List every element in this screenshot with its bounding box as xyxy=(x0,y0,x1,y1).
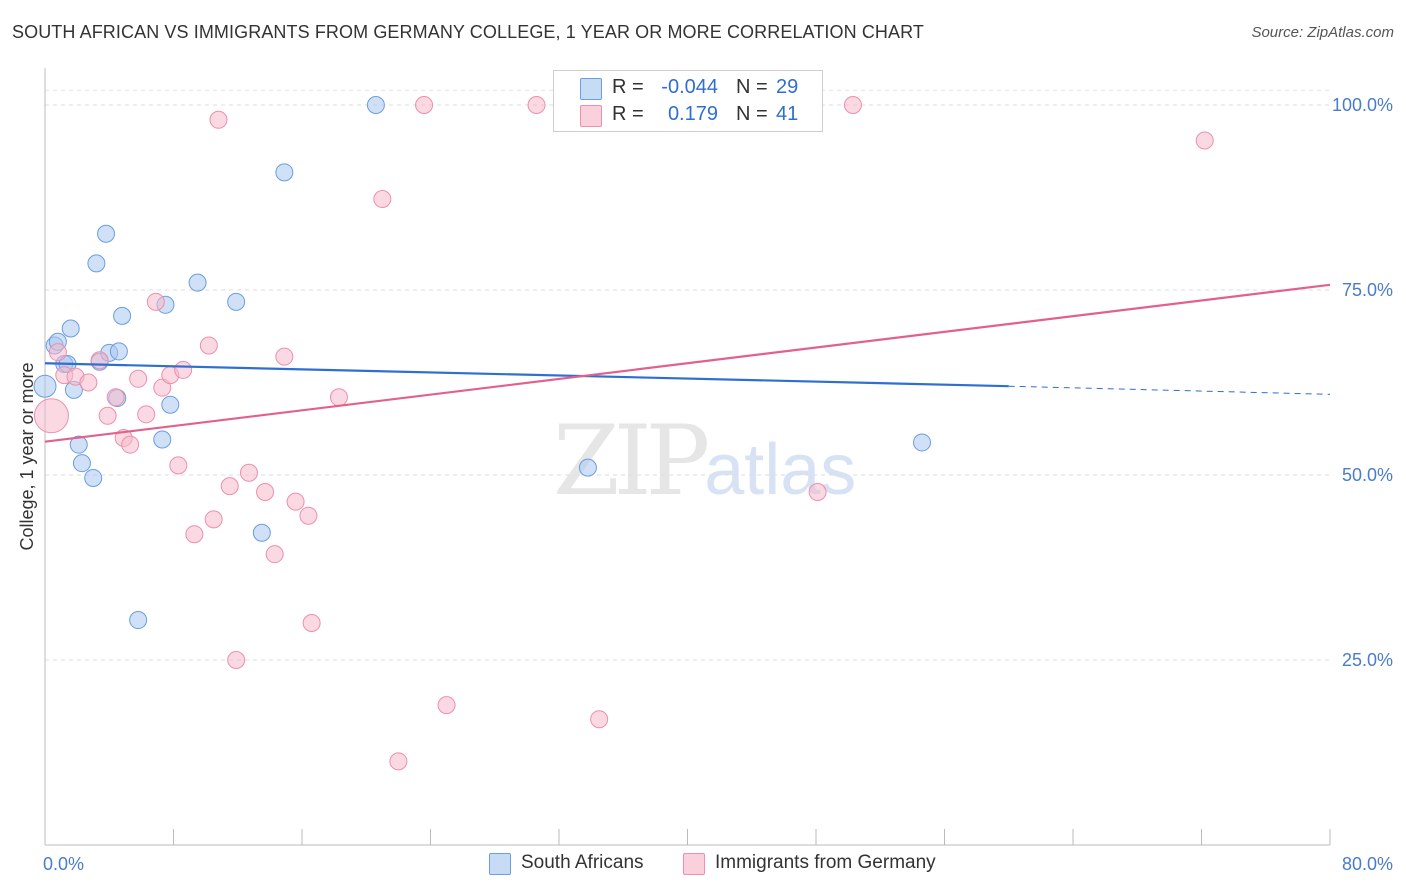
point-immigrants-germany xyxy=(48,343,67,362)
point-immigrants-germany xyxy=(174,360,193,379)
point-south-africans xyxy=(109,342,128,361)
legend-swatch-south-africans xyxy=(489,853,511,875)
point-immigrants-germany xyxy=(98,406,117,425)
point-immigrants-germany xyxy=(153,378,172,397)
chart-source: Source: ZipAtlas.com xyxy=(1251,24,1394,41)
point-south-africans xyxy=(153,430,172,449)
point-immigrants-germany xyxy=(808,483,827,502)
r-label: R = xyxy=(612,103,644,125)
point-immigrants-germany xyxy=(437,696,456,715)
point-immigrants-germany xyxy=(843,96,862,114)
point-immigrants-germany xyxy=(90,351,109,370)
point-immigrants-germany xyxy=(33,398,69,434)
point-immigrants-germany xyxy=(286,492,305,511)
point-immigrants-germany xyxy=(329,388,348,407)
point-immigrants-germany xyxy=(299,506,318,525)
data-points xyxy=(33,96,1214,771)
point-immigrants-germany xyxy=(527,96,546,114)
chart-title: SOUTH AFRICAN VS IMMIGRANTS FROM GERMANY… xyxy=(12,22,924,42)
point-immigrants-germany xyxy=(239,463,258,482)
legend-swatch-immigrants-germany xyxy=(683,853,705,875)
r-value: 0.179 xyxy=(667,103,718,125)
n-value: 29 xyxy=(776,76,799,98)
point-immigrants-germany xyxy=(220,477,239,496)
point-immigrants-germany xyxy=(389,752,408,771)
point-south-africans xyxy=(275,163,294,182)
point-south-africans xyxy=(61,319,80,338)
axes xyxy=(44,68,1331,846)
stats-swatch-south-africans xyxy=(580,78,602,100)
stats-row-immigrants-germany: R = 0.179 N = 41 xyxy=(554,101,822,129)
y-tick-label: 25.0% xyxy=(1342,650,1393,670)
point-immigrants-germany xyxy=(302,614,321,632)
n-label: N = xyxy=(736,76,768,98)
x-tick-label: 80.0% xyxy=(1342,854,1393,874)
point-immigrants-germany xyxy=(590,710,609,729)
stats-swatch-immigrants-germany xyxy=(580,105,602,127)
point-immigrants-germany xyxy=(106,388,125,407)
trend-line-extension xyxy=(1008,385,1331,395)
point-immigrants-germany xyxy=(137,405,156,424)
legend-label: Immigrants from Germany xyxy=(715,852,936,873)
point-immigrants-germany xyxy=(256,483,275,502)
point-immigrants-germany xyxy=(199,336,218,355)
point-immigrants-germany xyxy=(1195,131,1214,150)
point-immigrants-germany xyxy=(169,456,188,475)
point-south-africans xyxy=(161,395,180,414)
point-immigrants-germany xyxy=(209,110,228,129)
point-immigrants-germany xyxy=(121,435,140,454)
point-immigrants-germany xyxy=(185,525,204,544)
grid-lines xyxy=(45,89,1330,661)
point-south-africans xyxy=(913,433,932,452)
correlation-stats-box: R = -0.044 N = 29 R = 0.179 N = 41 xyxy=(553,70,823,132)
point-south-africans xyxy=(366,96,385,114)
n-label: N = xyxy=(736,103,768,125)
point-immigrants-germany xyxy=(204,510,223,529)
point-immigrants-germany xyxy=(146,292,165,311)
point-south-africans xyxy=(188,273,207,292)
stats-row-south-africans: R = -0.044 N = 29 xyxy=(554,74,822,102)
point-south-africans xyxy=(113,306,132,325)
point-immigrants-germany xyxy=(129,369,148,388)
chart-legend: South Africans Immigrants from Germany xyxy=(0,850,1406,880)
point-south-africans xyxy=(84,468,103,487)
n-value: 41 xyxy=(776,103,799,125)
y-tick-label: 100.0% xyxy=(1332,95,1393,115)
legend-label: South Africans xyxy=(521,852,644,873)
r-label: R = xyxy=(612,76,644,98)
point-immigrants-germany xyxy=(275,347,294,366)
watermark-atlas: atlas xyxy=(704,430,857,510)
point-immigrants-germany xyxy=(227,651,246,669)
point-south-africans xyxy=(578,458,597,477)
trend-line-immigrants-germany xyxy=(44,283,1331,443)
point-south-africans xyxy=(252,523,271,542)
tick-labels: 25.0% 50.0% 75.0% 100.0% 0.0% 80.0% College, 1… xyxy=(17,95,1393,874)
point-immigrants-germany xyxy=(265,545,284,564)
point-south-africans xyxy=(33,374,57,398)
point-south-africans xyxy=(129,611,148,630)
point-south-africans xyxy=(72,454,91,473)
point-immigrants-germany xyxy=(79,373,98,392)
watermark-zip: ZIP xyxy=(553,405,710,517)
r-value: -0.044 xyxy=(661,76,718,98)
point-south-africans xyxy=(97,224,116,243)
point-south-africans xyxy=(69,435,88,454)
x-tick-label: 0.0% xyxy=(43,854,84,874)
y-tick-label: 50.0% xyxy=(1342,465,1393,485)
trend-lines xyxy=(44,283,1331,443)
point-south-africans xyxy=(87,254,106,273)
watermark: ZIPatlas xyxy=(553,405,856,517)
y-axis-title: College, 1 year or more xyxy=(17,362,37,550)
point-immigrants-germany xyxy=(415,96,434,114)
point-immigrants-germany xyxy=(373,189,392,208)
y-tick-label: 75.0% xyxy=(1342,280,1393,300)
point-south-africans xyxy=(227,292,246,311)
trend-line-south-africans xyxy=(44,362,1009,388)
